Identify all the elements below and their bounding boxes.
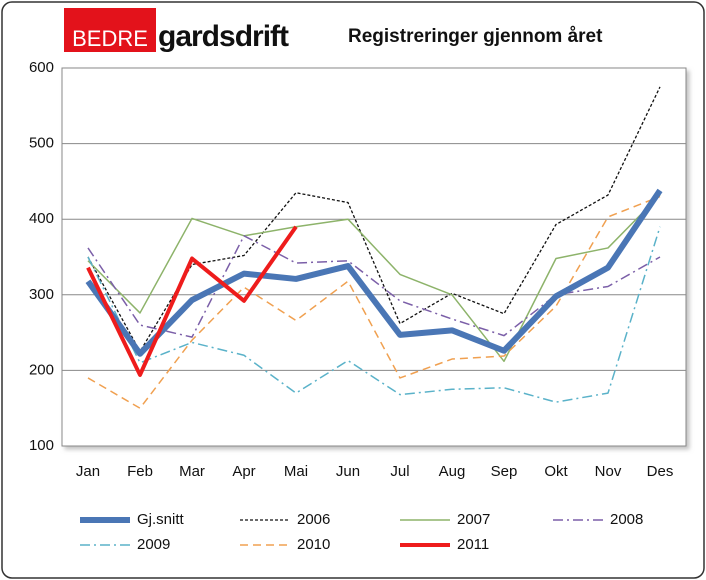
logo-box [64,8,156,52]
legend-label: Gj.snitt [137,511,185,528]
x-tick-label: Nov [595,463,622,480]
y-tick-label: 500 [29,135,54,152]
legend-label: 2006 [297,511,330,528]
x-tick-label: Feb [127,463,153,480]
y-tick-label: 100 [29,437,54,454]
x-tick-label: Jan [76,463,100,480]
legend-label: 2010 [297,536,330,553]
legend-label: 2008 [610,511,643,528]
series-line [85,188,663,357]
logo-prefix: BEDRE [72,26,148,51]
chart-title: Registreringer gjennom året [348,26,603,47]
series-line [87,194,661,363]
x-tick-label: Sep [491,463,518,480]
x-tick-label: Mar [179,463,205,480]
y-tick-label: 300 [29,286,54,303]
series-line [87,226,661,403]
logo-name: gardsdrift [158,20,289,53]
x-tick-label: Jun [336,463,360,480]
series-line [86,225,298,377]
x-tick-label: Jul [390,463,409,480]
x-tick-label: Aug [439,463,466,480]
y-tick-label: 600 [29,59,54,76]
y-tick-label: 400 [29,210,54,227]
plot-area [61,67,687,447]
y-tick-label: 200 [29,361,54,378]
x-tick-label: Des [647,463,674,480]
x-tick-label: Okt [544,463,568,480]
legend-label: 2009 [137,536,170,553]
legend-label: 2011 [457,536,489,553]
x-tick-label: Apr [232,463,255,480]
legend-label: 2007 [457,511,490,528]
x-tick-label: Mai [284,463,308,480]
